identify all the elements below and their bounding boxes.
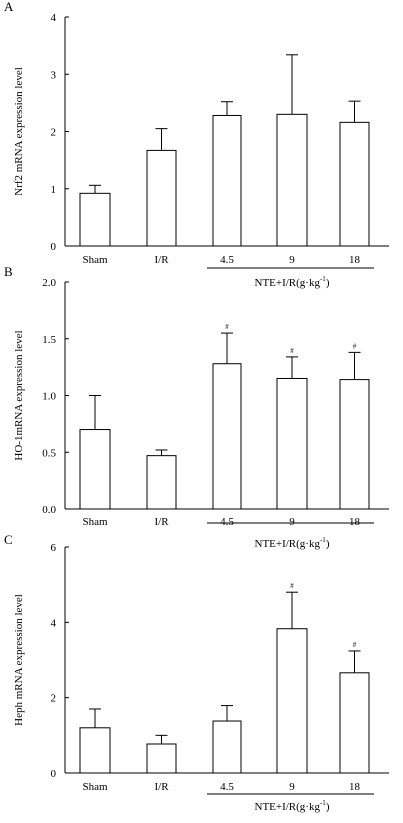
chart-2-category-label: 18 [349, 781, 361, 793]
chart-2-significance-marker: # [353, 641, 357, 649]
chart-1-group-label-sup: -1 [320, 536, 326, 544]
chart-0-panel-label: A [4, 0, 14, 14]
chart-0-y-tick-label: 3 [51, 69, 57, 81]
chart-1-y-tick-label: 1.5 [42, 334, 56, 346]
chart-0-category-label: 4.5 [220, 254, 234, 266]
chart-1-significance-marker: # [225, 323, 229, 331]
chart-1-bar [79, 429, 111, 510]
chart-1-bar [212, 363, 242, 510]
chart-0-y-axis-label: Nrf2 mRNA expression level [13, 67, 25, 196]
chart-0-category-label: Sham [82, 254, 108, 266]
chart-1-group-label-close: ) [326, 538, 330, 550]
chart-1-category-label: 4.5 [220, 516, 234, 528]
chart-0-y-tick-label: 0 [51, 241, 57, 253]
chart-2-y-axis-label: Heph mRNA expression level [13, 594, 25, 726]
chart-2-group-label-main: NTE+I/R(g·kg [255, 801, 321, 813]
chart-2-group-label-sup: -1 [320, 799, 326, 807]
chart-2-y-tick-label: 6 [51, 542, 57, 554]
chart-1-y-tick-label: 1.0 [42, 391, 56, 403]
chart-2-group-label: NTE+I/R(g·kg-1) [255, 799, 330, 813]
chart-0-y-tick-label: 1 [51, 184, 57, 196]
chart-1-category-label: I/R [154, 516, 169, 528]
chart-2-category-label: 9 [289, 781, 295, 793]
chart-0-category-label: I/R [154, 254, 169, 266]
chart-1-category-label: Sham [82, 516, 108, 528]
chart-2-category-label: 4.5 [220, 781, 234, 793]
chart-1-bar [276, 377, 308, 510]
chart-0-group-label-main: NTE+I/R(g·kg [255, 277, 321, 289]
chart-0-bar [79, 192, 111, 247]
chart-1-category-label: 9 [289, 516, 295, 528]
chart-1-y-axis-label: HO-1mRNA expression level [13, 330, 25, 460]
chart-1-y-tick-label: 0.5 [42, 447, 56, 459]
chart-2-category-label: Sham [82, 781, 108, 793]
chart-2-y-tick-label: 0 [51, 768, 57, 780]
chart-1-category-label: 18 [349, 516, 361, 528]
chart-2-significance-marker: # [290, 582, 294, 590]
chart-1-bar [339, 379, 370, 510]
chart-0-bar [146, 149, 177, 247]
chart-0-bar [276, 113, 308, 247]
chart-0-group-label: NTE+I/R(g·kg-1) [255, 275, 330, 289]
chart-1-panel-label: B [4, 264, 13, 279]
chart-2-bar [146, 743, 177, 774]
chart-2-group-label-close: ) [326, 801, 330, 813]
chart-0-bar [212, 114, 242, 247]
chart-1-significance-marker: # [290, 347, 294, 355]
chart-2-category-label: I/R [154, 781, 169, 793]
chart-0-category-label: 18 [349, 254, 361, 266]
chart-0-category-label: 9 [289, 254, 295, 266]
chart-2-bar [339, 672, 370, 774]
chart-1-bar [146, 455, 177, 510]
chart-1-significance-marker: # [353, 342, 357, 350]
chart-0-group-label-sup: -1 [320, 275, 326, 283]
chart-0-group-label-close: ) [326, 277, 330, 289]
chart-1-y-tick-label: 2.0 [42, 277, 56, 289]
chart-2-y-tick-label: 2 [51, 693, 57, 705]
chart-2-bar [276, 628, 308, 774]
chart-2-bar [79, 727, 111, 774]
chart-0-y-tick-label: 4 [51, 12, 57, 24]
chart-2-panel-label: C [4, 532, 13, 547]
chart-1-group-label: NTE+I/R(g·kg-1) [255, 536, 330, 550]
chart-1-group-label-main: NTE+I/R(g·kg [255, 538, 321, 550]
chart-0-y-tick-label: 2 [51, 127, 57, 139]
chart-2-y-tick-label: 4 [51, 617, 57, 629]
chart-2-bar [212, 720, 242, 774]
chart-1-y-tick-label: 0.0 [42, 504, 56, 516]
chart-0-bar [339, 121, 370, 247]
